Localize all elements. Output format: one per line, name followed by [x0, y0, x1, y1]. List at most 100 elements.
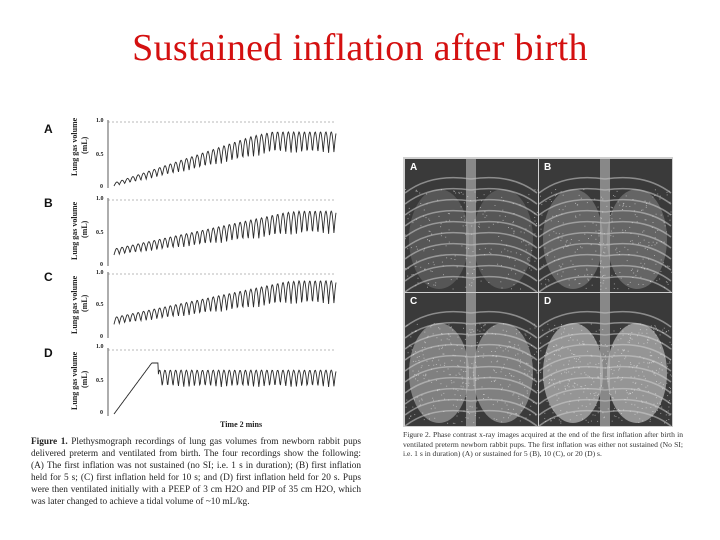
xray-speckle: [615, 249, 617, 251]
xray-speckle: [461, 376, 463, 378]
figure-1-recordings: A Lung gas volume (mL) 1.0 0.5 0 B Lung …: [30, 112, 370, 432]
xray-speckle: [531, 250, 533, 251]
xray-speckle: [454, 422, 456, 424]
xray-speckle: [549, 418, 551, 420]
xray-speckle: [613, 283, 615, 285]
xray-speckle: [412, 370, 414, 372]
xray-speckle: [483, 394, 485, 395]
xray-speckle: [582, 342, 584, 344]
xray-speckle: [469, 405, 471, 407]
xray-speckle: [652, 415, 654, 417]
traces-svg: [107, 120, 337, 416]
xray-speckle: [513, 230, 515, 232]
xray-lung: [409, 189, 469, 289]
xray-speckle: [622, 232, 624, 234]
xray-speckle: [551, 192, 553, 194]
xray-speckle: [580, 414, 582, 416]
xray-speckle: [527, 259, 529, 261]
xray-speckle: [482, 213, 484, 215]
xray-speckle: [560, 266, 562, 267]
xray-speckle: [410, 388, 412, 390]
xray-speckle: [661, 364, 663, 366]
xray-rib: [539, 264, 606, 282]
xray-speckle: [530, 336, 532, 338]
xray-spine: [600, 159, 610, 292]
xray-speckle: [597, 376, 599, 378]
xray-speckle: [419, 192, 421, 194]
xray-speckle: [421, 347, 423, 349]
xray-speckle: [615, 392, 616, 394]
xray-speckle: [600, 254, 602, 256]
xray-speckle: [441, 394, 443, 396]
xray-speckle: [659, 334, 661, 336]
xray-speckle: [587, 388, 589, 390]
xray-speckle: [484, 247, 486, 249]
xray-speckle: [492, 223, 494, 225]
xray-speckle: [566, 385, 568, 387]
xray-speckle: [554, 386, 555, 388]
xray-speckle: [568, 371, 570, 373]
xray-speckle: [483, 377, 485, 379]
xray-speckle: [560, 333, 562, 335]
xray-speckle: [548, 404, 550, 406]
xray-speckle: [657, 339, 658, 341]
xray-speckle: [412, 222, 414, 224]
xray-speckle: [549, 199, 551, 200]
xray-speckle: [660, 341, 661, 343]
xray-speckle: [513, 213, 515, 214]
xray-speckle: [501, 240, 503, 242]
xray-speckle: [595, 238, 597, 240]
xray-speckle: [555, 369, 557, 371]
xray-speckle: [430, 326, 432, 328]
xray-speckle: [512, 394, 514, 396]
xray-speckle: [465, 371, 467, 372]
xray-speckle: [560, 410, 562, 412]
xray-speckle: [667, 265, 669, 267]
panel-b-letter: B: [44, 196, 53, 210]
xray-speckle: [457, 390, 459, 392]
xray-speckle: [613, 415, 615, 417]
xray-speckle: [638, 422, 640, 423]
xray-speckle: [603, 243, 605, 245]
xray-speckle: [659, 403, 661, 404]
xray-speckle: [628, 334, 630, 335]
xray-speckle: [667, 372, 669, 374]
xray-speckle: [562, 209, 564, 211]
xray-speckle: [455, 388, 457, 390]
xray-speckle: [626, 397, 628, 399]
xray-rib: [604, 332, 672, 350]
xray-speckle: [593, 397, 595, 399]
xray-speckle: [561, 337, 563, 339]
figure-1-caption: Figure 1. Plethysmograph recordings of l…: [31, 436, 361, 508]
xray-speckle: [645, 205, 647, 207]
xray-speckle: [634, 203, 636, 205]
xray-speckle: [645, 401, 647, 403]
xray-speckle: [643, 358, 645, 360]
xray-speckle: [483, 325, 485, 327]
xray-speckle: [415, 331, 417, 332]
xray-speckle: [460, 369, 462, 371]
xray-speckle: [590, 393, 591, 395]
xray-rib: [405, 187, 472, 205]
xray-speckle: [423, 357, 425, 359]
xray-speckle: [452, 422, 454, 424]
xray-speckle: [534, 189, 536, 191]
xray-speckle: [620, 338, 622, 340]
xray-speckle: [534, 368, 536, 370]
xray-speckle: [634, 383, 636, 385]
xray-speckle: [615, 390, 616, 392]
xray-speckle: [539, 379, 541, 381]
xray-speckle: [548, 383, 550, 384]
xray-speckle: [583, 343, 585, 345]
xray-rib: [604, 275, 672, 292]
xray-speckle: [610, 210, 611, 212]
xray-speckle: [581, 386, 583, 388]
xray-speckle: [527, 362, 529, 364]
xray-speckle: [643, 230, 645, 232]
xray-speckle: [441, 232, 443, 234]
xray-speckle: [455, 192, 457, 194]
xray-speckle: [602, 358, 604, 360]
xray-speckle: [479, 248, 481, 250]
xray-speckle: [416, 356, 418, 358]
xray-speckle: [456, 345, 458, 346]
